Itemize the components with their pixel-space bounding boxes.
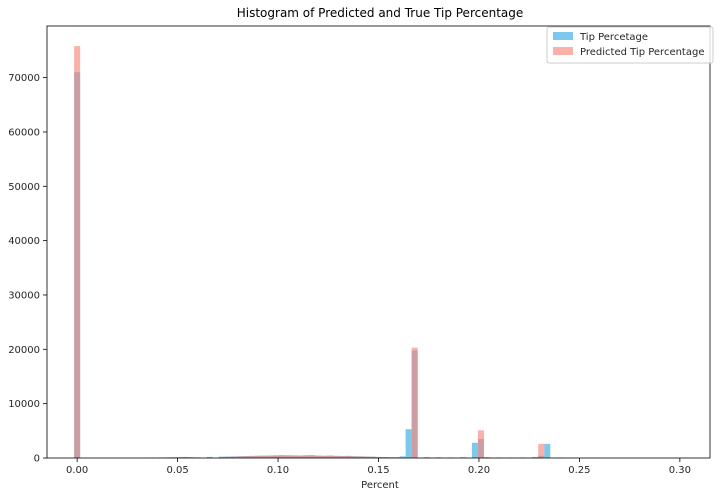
x-tick-label: 0.10 xyxy=(267,465,289,476)
histogram-bar xyxy=(188,457,195,458)
y-tick-label: 70000 xyxy=(8,73,40,84)
histogram-bar xyxy=(242,456,249,458)
histogram-bar xyxy=(254,455,261,458)
y-tick-label: 50000 xyxy=(8,182,40,193)
y-tick-label: 10000 xyxy=(8,399,40,410)
y-tick-label: 0 xyxy=(34,454,40,465)
x-tick-label: 0.30 xyxy=(669,465,691,476)
histogram-bar xyxy=(224,456,231,458)
histogram-bar xyxy=(363,456,370,458)
y-tick-label: 20000 xyxy=(8,345,40,356)
histogram-bar xyxy=(176,457,183,458)
histogram-bar xyxy=(339,455,346,458)
x-tick-label: 0.25 xyxy=(568,465,590,476)
histogram-bar xyxy=(405,429,412,458)
histogram-bar xyxy=(345,456,352,458)
histogram-bar xyxy=(411,347,418,458)
legend: Tip Percetage Predicted Tip Percentage xyxy=(546,26,714,64)
histogram-bar xyxy=(375,457,382,458)
legend-box xyxy=(546,26,714,64)
histogram-bar xyxy=(170,457,177,458)
axes-layer: 0.00 0.05 0.10 0.15 0.20 0.25 0.30 0 10000 20000 3… xyxy=(8,25,711,476)
histogram-bar xyxy=(74,46,81,459)
histogram-bar xyxy=(297,455,304,458)
histogram-bar xyxy=(399,456,406,458)
y-tick-label: 30000 xyxy=(8,290,40,301)
legend-label-tip-percentage: Tip Percetage xyxy=(579,32,648,43)
legend-label-predicted-tip-percentage: Predicted Tip Percentage xyxy=(580,47,704,58)
histogram-bar xyxy=(381,457,388,458)
y-tick-label: 60000 xyxy=(8,127,40,138)
x-tick-label: 0.05 xyxy=(166,465,188,476)
histogram-bar xyxy=(351,456,358,458)
histogram-bar xyxy=(369,456,376,458)
histogram-bar xyxy=(477,430,484,458)
histogram-bar xyxy=(309,455,316,458)
histogram-bar xyxy=(291,455,298,458)
histogram-bar xyxy=(260,455,267,458)
chart-title: Histogram of Predicted and True Tip Perc… xyxy=(237,6,524,20)
histogram-bar xyxy=(471,442,478,458)
histogram-bar xyxy=(538,443,545,458)
histogram-bar xyxy=(544,443,551,458)
histogram-bar xyxy=(218,457,225,458)
x-tick-label: 0.00 xyxy=(66,465,88,476)
histogram-bar xyxy=(333,455,340,458)
histogram-bar xyxy=(230,456,237,458)
histogram-bar xyxy=(532,456,539,458)
histogram-bar xyxy=(459,457,466,458)
y-tick-label: 40000 xyxy=(8,236,40,247)
histogram-bar xyxy=(182,456,189,458)
histogram-bar xyxy=(236,456,243,458)
x-tick-label: 0.20 xyxy=(468,465,490,476)
series-0 xyxy=(74,72,599,458)
bars-layer xyxy=(74,46,599,459)
histogram-bar xyxy=(483,457,491,458)
plot-frame xyxy=(46,25,711,459)
legend-swatch-predicted-tip-percentage xyxy=(553,47,573,55)
legend-swatch-tip-percentage xyxy=(553,32,573,40)
histogram-bar xyxy=(327,455,334,458)
histogram-bar xyxy=(315,455,322,458)
series-1 xyxy=(74,46,545,459)
histogram-bar xyxy=(393,457,400,458)
x-axis-title: Percent xyxy=(361,480,399,491)
histogram-bar xyxy=(266,455,274,458)
histogram-bar xyxy=(248,455,255,458)
histogram-bar xyxy=(321,455,328,458)
histogram-bar xyxy=(303,455,310,458)
histogram-bar xyxy=(285,455,292,458)
histogram-bar xyxy=(273,455,280,458)
histogram-bar xyxy=(279,455,286,458)
x-tick-label: 0.15 xyxy=(367,465,389,476)
histogram-bar xyxy=(357,456,364,458)
